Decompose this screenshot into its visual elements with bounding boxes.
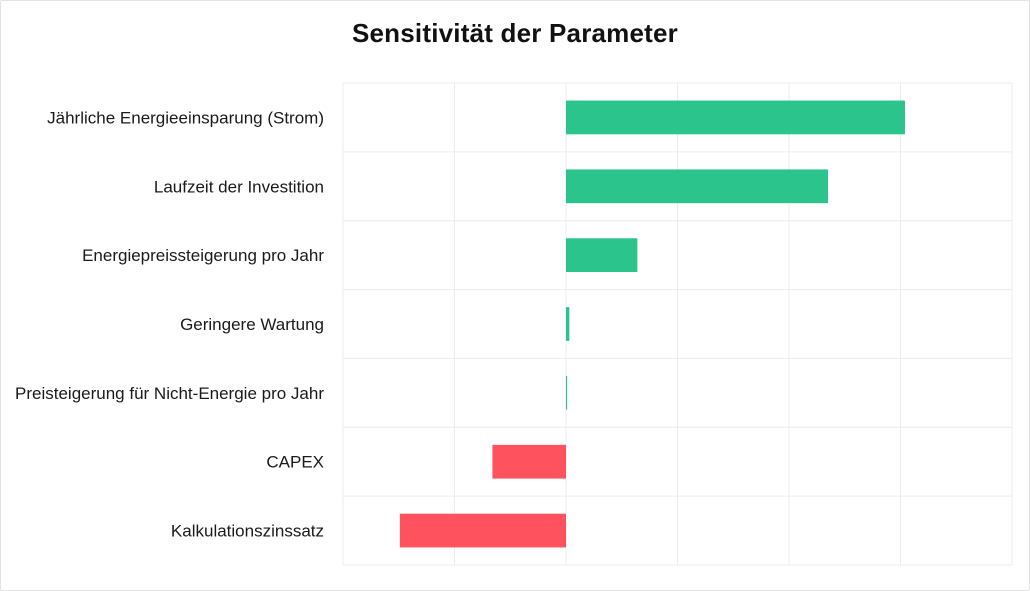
category-labels: Jährliche Energieeinsparung (Strom) Laufz… [15,108,324,540]
category-label: Energiepreissteigerung pro Jahr [82,246,324,265]
bar [399,513,566,548]
category-label: Kalkulationszinssatz [171,522,324,541]
category-label: Laufzeit der Investition [154,177,324,196]
bar [566,375,568,410]
category-label: Preisteigerung für Nicht-Energie pro Jah… [15,384,324,403]
category-label: Geringere Wartung [180,315,324,334]
category-label: Jährliche Energieeinsparung (Strom) [47,108,324,127]
bar [566,238,638,273]
chart-title: Sensitivität der Parameter [351,18,678,48]
bars [399,100,905,548]
category-label: CAPEX [266,453,324,472]
bar [492,444,566,479]
bar [566,169,829,204]
grid [342,82,1013,566]
bar [566,307,570,341]
bar [566,100,905,135]
